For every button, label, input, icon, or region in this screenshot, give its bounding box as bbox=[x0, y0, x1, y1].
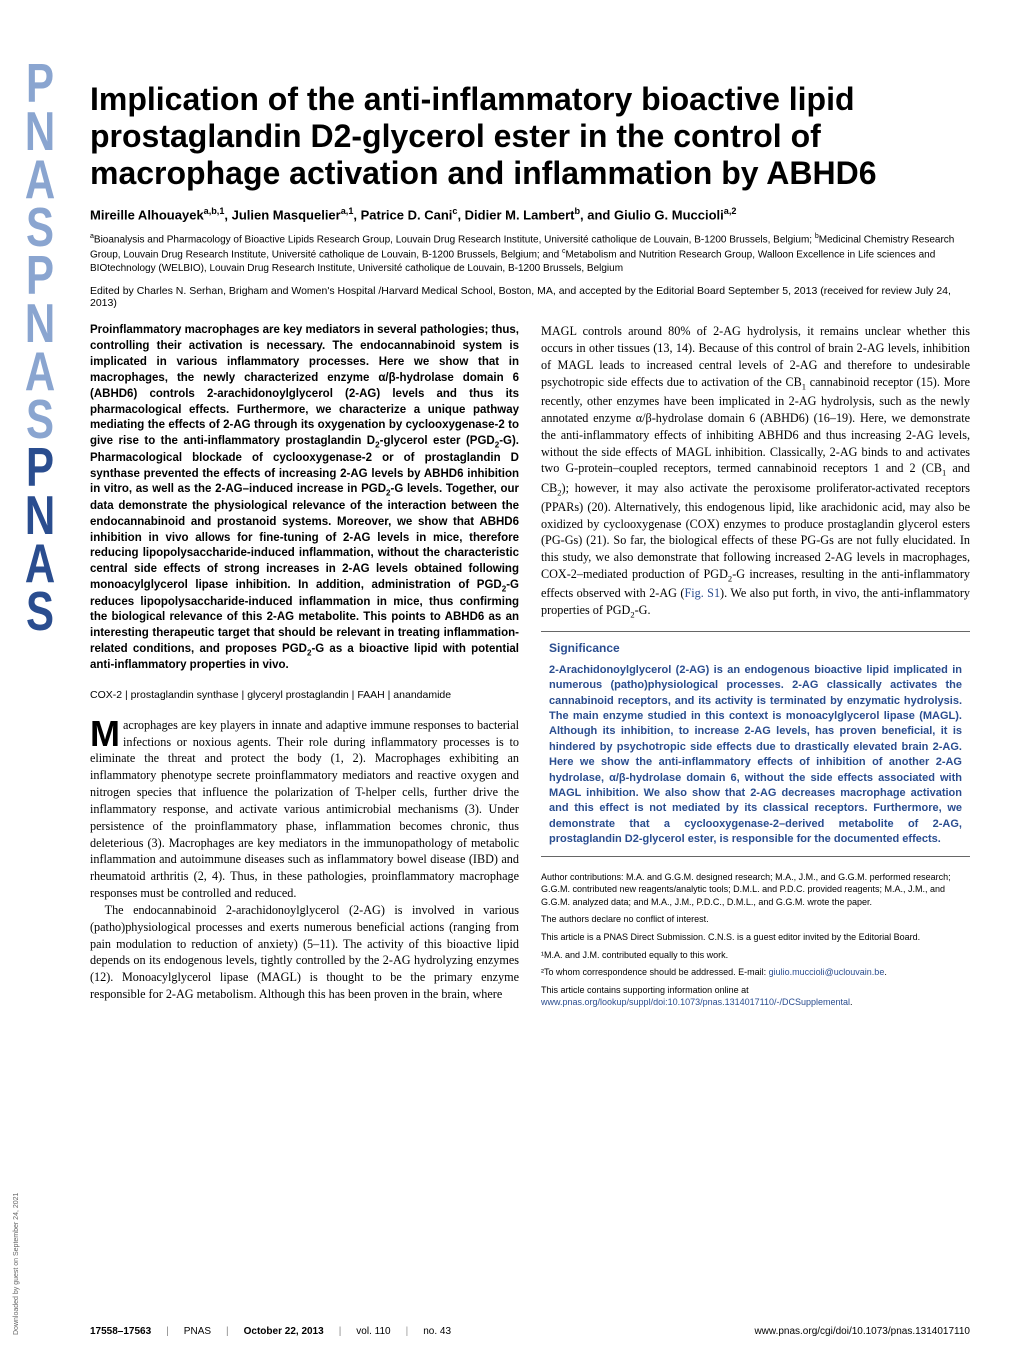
page-footer: 17558–17563 | PNAS | October 22, 2013 | … bbox=[90, 1326, 970, 1337]
footer-sep: | bbox=[166, 1326, 169, 1337]
pnas-logo: P N A S P N A S P N A S bbox=[15, 60, 65, 560]
correspondence: ²To whom correspondence should be addres… bbox=[541, 966, 970, 979]
affiliations: aBioanalysis and Pharmacology of Bioacti… bbox=[90, 232, 970, 275]
page-container: P N A S P N A S P N A S Downloaded by gu… bbox=[0, 0, 1020, 1365]
body-paragraph: The endocannabinoid 2-arachidonoylglycer… bbox=[90, 902, 519, 1003]
logo-letter: S bbox=[26, 581, 54, 643]
significance-box: Significance 2-Arachidonoylglycerol (2-A… bbox=[541, 631, 970, 856]
body-paragraph-text: acrophages are key players in innate and… bbox=[90, 718, 519, 900]
significance-title: Significance bbox=[549, 640, 962, 657]
conflict-statement: The authors declare no conflict of inter… bbox=[541, 913, 970, 926]
footer-sep: | bbox=[339, 1326, 342, 1337]
footer-url: www.pnas.org/cgi/doi/10.1073/pnas.131401… bbox=[754, 1326, 970, 1337]
download-note: Downloaded by guest on September 24, 202… bbox=[13, 1193, 20, 1335]
keywords: COX-2 | prostaglandin synthase | glycery… bbox=[90, 688, 519, 702]
article-title: Implication of the anti-inflammatory bio… bbox=[90, 81, 970, 191]
supporting-info: This article contains supporting informa… bbox=[541, 984, 970, 1009]
two-column-layout: Proinflammatory macrophages are key medi… bbox=[90, 323, 970, 1014]
left-column: Proinflammatory macrophages are key medi… bbox=[90, 323, 519, 1014]
body-text-left: Macrophages are key players in innate an… bbox=[90, 717, 519, 1003]
footer-left: 17558–17563 | PNAS | October 22, 2013 | … bbox=[90, 1326, 451, 1337]
author-contributions: Author contributions: M.A. and G.G.M. de… bbox=[541, 871, 970, 909]
body-text-right: MAGL controls around 80% of 2-AG hydroly… bbox=[541, 323, 970, 621]
authors-list: Mireille Alhouayeka,b,1, Julien Masqueli… bbox=[90, 206, 970, 222]
footer-sep: | bbox=[406, 1326, 409, 1337]
equal-contribution: ¹M.A. and J.M. contributed equally to th… bbox=[541, 949, 970, 962]
edited-by: Edited by Charles N. Serhan, Brigham and… bbox=[90, 285, 970, 309]
volume: vol. 110 bbox=[356, 1326, 390, 1337]
footnotes: Author contributions: M.A. and G.G.M. de… bbox=[541, 871, 970, 1009]
dropcap: M bbox=[90, 717, 123, 749]
footer-sep: | bbox=[226, 1326, 229, 1337]
page-range: 17558–17563 bbox=[90, 1326, 151, 1337]
submission-note: This article is a PNAS Direct Submission… bbox=[541, 931, 970, 944]
abstract: Proinflammatory macrophages are key medi… bbox=[90, 323, 519, 674]
pub-date: October 22, 2013 bbox=[244, 1326, 324, 1337]
significance-text: 2-Arachidonoylglycerol (2-AG) is an endo… bbox=[549, 663, 962, 848]
body-paragraph: Macrophages are key players in innate an… bbox=[90, 717, 519, 902]
right-column: MAGL controls around 80% of 2-AG hydroly… bbox=[541, 323, 970, 1014]
journal-name: PNAS bbox=[184, 1326, 211, 1337]
body-paragraph: MAGL controls around 80% of 2-AG hydroly… bbox=[541, 323, 970, 621]
issue-number: no. 43 bbox=[423, 1326, 451, 1337]
